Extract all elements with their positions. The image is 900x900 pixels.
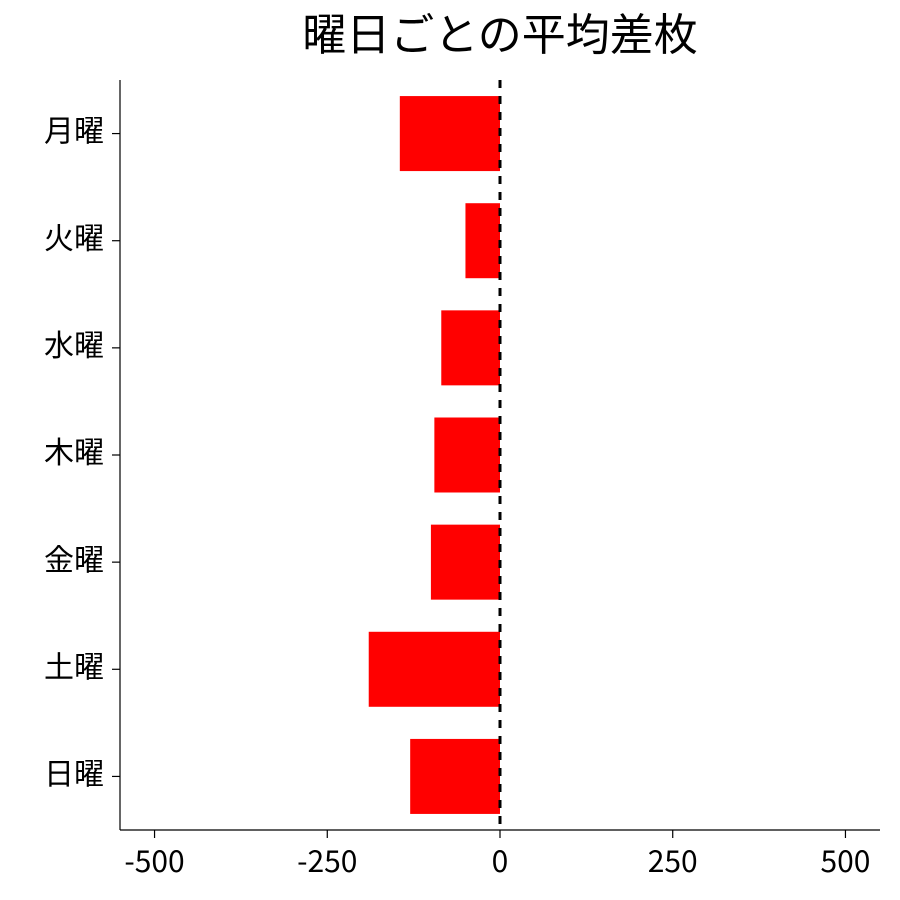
- bar: [431, 525, 500, 600]
- x-tick-label: 250: [648, 837, 698, 881]
- bar: [441, 310, 500, 385]
- y-tick-label: 火曜: [44, 214, 104, 258]
- bar: [434, 418, 500, 493]
- y-tick-label: 水曜: [44, 321, 104, 365]
- bar-chart: 月曜火曜水曜木曜金曜土曜日曜 -500 -250 0 250 500 曜日ごとの平均差枚: [0, 0, 900, 900]
- x-tick-label: -250: [297, 837, 357, 881]
- bar: [400, 96, 500, 171]
- bar: [465, 203, 500, 278]
- y-tick-label: 日曜: [44, 750, 104, 794]
- y-tick-label: 木曜: [44, 428, 104, 472]
- chart-container: 月曜火曜水曜木曜金曜土曜日曜 -500 -250 0 250 500 曜日ごとの平均差枚: [0, 0, 900, 900]
- y-tick-label: 月曜: [44, 107, 104, 151]
- y-tick-label: 土曜: [44, 642, 104, 686]
- x-tick-label: 500: [820, 837, 870, 881]
- x-tick-label: -500: [124, 837, 184, 881]
- bar: [410, 739, 500, 814]
- bar: [369, 632, 500, 707]
- x-tick-label: 0: [492, 837, 509, 881]
- chart-title: 曜日ごとの平均差枚: [302, 0, 698, 63]
- y-tick-label: 金曜: [44, 535, 104, 579]
